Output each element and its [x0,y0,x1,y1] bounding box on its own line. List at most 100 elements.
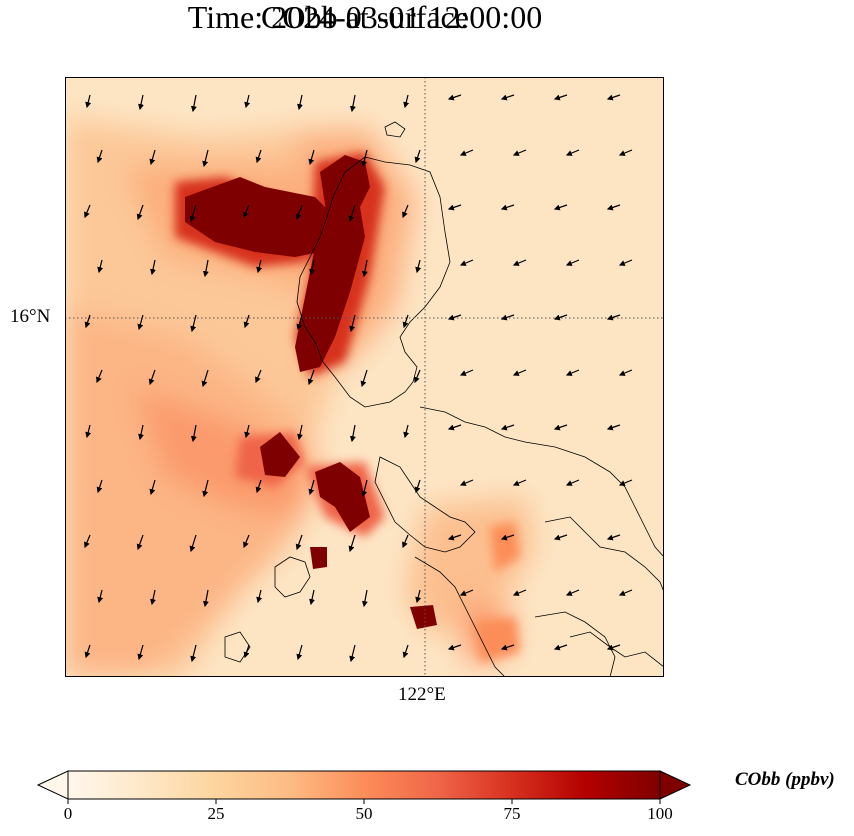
wind-vector [512,589,527,596]
wind-vector [553,94,568,101]
colorbar-tick-label-50: 50 [355,804,373,823]
wind-vector [361,149,368,168]
wind-vector [606,424,621,431]
wind-vector [414,479,421,494]
wind-vector [190,314,197,333]
wind-vector [295,534,303,551]
wind-vector [96,479,103,494]
wind-vector [202,149,209,168]
wind-vector [459,369,474,376]
wind-vector [512,149,527,156]
wind-vector [565,369,580,376]
wind-vector [348,534,356,553]
wind-vector [308,479,315,496]
wind-vector [402,204,409,219]
wind-vector [447,644,462,651]
wind-vector [361,259,368,278]
colorbar-label: CObb (ppbv) [735,769,835,790]
wind-vector [309,589,315,606]
wind-vector [150,259,156,276]
wind-vector [136,534,144,551]
wind-vector [360,369,368,388]
wind-vector [553,204,568,211]
wind-vector [402,534,409,549]
wind-vector [459,259,474,266]
wind-vector [415,589,422,604]
colorbar [36,770,692,804]
wind-vector [297,94,303,111]
wind-vector [138,424,144,441]
wind-vector [84,204,91,219]
wind-vector [361,589,368,608]
wind-vector [349,94,356,113]
wind-vector [606,644,621,651]
wind-vector [565,479,580,486]
colorbar-extend-min [36,770,69,800]
wind-vector [255,479,262,494]
wind-vector [295,204,303,221]
wind-vector [618,479,633,486]
wind-vector [189,534,197,553]
wind-vector [85,94,92,109]
wind-vector [348,204,356,223]
wind-vector [459,149,474,156]
wind-vector [255,149,262,164]
wind-vector [500,424,515,431]
wind-vector [512,479,527,486]
wind-vector [202,259,209,278]
wind-vector [565,259,580,266]
lat-tick-label: 16°N [10,306,51,327]
wind-vector [97,259,104,274]
wind-vector [512,259,527,266]
wind-vector [414,149,421,164]
wind-vector [402,314,409,329]
wind-vector [618,149,633,156]
wind-vector [500,534,515,541]
colorbar-tick-label-100: 100 [647,804,673,823]
wind-vector [84,644,91,659]
wind-vector [201,369,209,388]
wind-vector [136,204,144,221]
wind-vector [447,424,462,431]
wind-vector [256,589,263,604]
wind-vector [150,589,156,606]
wind-vector [308,149,315,166]
wind-vector [402,644,409,659]
colorbar-tick-label-75: 75 [503,804,521,823]
wind-vector [553,644,568,651]
wind-vector [243,534,250,549]
wind-vector [255,369,262,384]
wind-vector [202,479,209,498]
wind-vector [307,369,315,386]
wind-vector [606,94,621,101]
wind-vector [500,204,515,211]
wind-vector [349,644,356,663]
wind-vector [349,314,356,333]
wind-vector [244,424,251,439]
plot-title-line2: Time: 2024-03-01 12:00:00 [187,0,543,35]
wind-vector [553,534,568,541]
wind-vector [553,424,568,431]
wind-vector [189,204,197,223]
wind-vector [149,149,156,166]
wind-vector [618,589,633,596]
wind-vector [149,479,156,496]
wind-vector [403,94,410,109]
wind-vector [190,644,197,663]
wind-vector [190,94,197,113]
wind-vector [500,314,515,321]
wind-vector [243,314,250,329]
colorbar-gradient [68,771,660,799]
wind-vector [512,369,527,376]
wind-vector [447,94,462,101]
wind-vector [500,644,515,651]
wind-vector [447,314,462,321]
lon-tick-label: 122°E [398,684,446,705]
wind-vector [296,644,303,661]
wind-vector [138,94,144,111]
wind-vector [309,259,315,276]
wind-vectors [84,94,633,663]
wind-vector [244,94,251,109]
wind-vector [202,589,209,608]
colorbar-extend-max [659,770,692,800]
